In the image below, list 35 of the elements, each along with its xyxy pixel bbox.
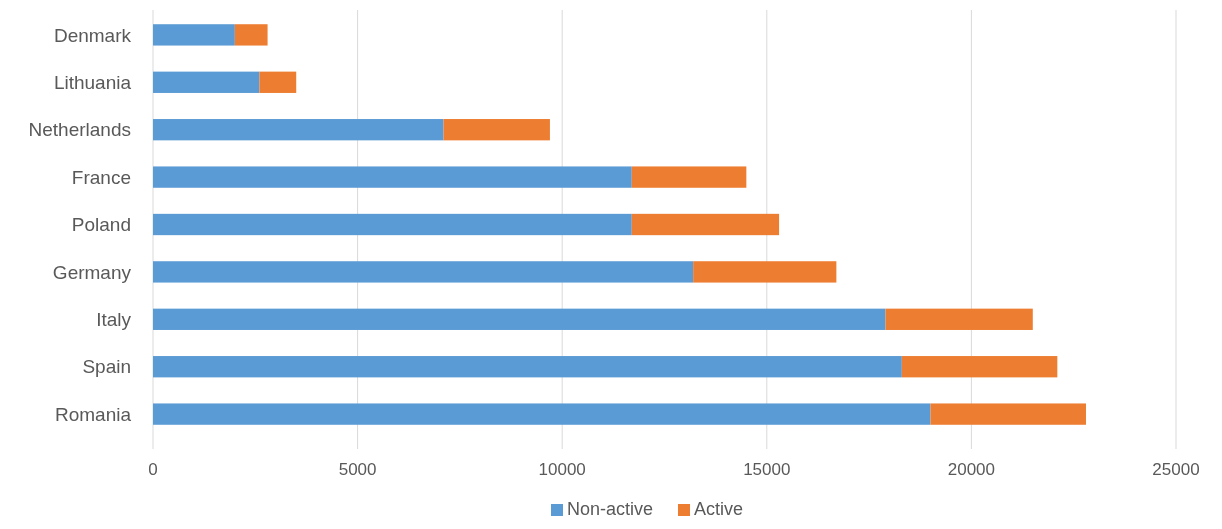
legend-label: Non-active xyxy=(567,499,654,519)
x-tick-label: 0 xyxy=(148,460,158,479)
y-tick-label: Spain xyxy=(82,356,131,378)
bar xyxy=(234,24,268,46)
bar xyxy=(153,261,694,283)
legend-label: Active xyxy=(694,499,744,519)
x-tick-label: 5000 xyxy=(338,460,377,479)
bar xyxy=(153,24,235,46)
x-tick-label: 25000 xyxy=(1152,460,1200,479)
y-tick-label: Germany xyxy=(52,261,132,283)
y-tick-label: France xyxy=(71,166,131,188)
x-tick-label: 20000 xyxy=(947,460,996,479)
y-tick-label: Denmark xyxy=(53,24,132,46)
bar xyxy=(693,261,837,283)
bar xyxy=(631,166,747,188)
bar xyxy=(153,71,260,93)
y-tick-label: Romania xyxy=(54,403,132,425)
bar xyxy=(259,71,297,93)
x-tick-label: 10000 xyxy=(538,460,586,479)
bar xyxy=(631,213,780,236)
y-tick-label: Netherlands xyxy=(28,119,131,141)
bar xyxy=(153,213,632,236)
y-tick-label: Poland xyxy=(71,214,131,236)
bar xyxy=(153,119,444,141)
bar xyxy=(885,308,1033,330)
bar xyxy=(153,308,886,330)
bar xyxy=(153,403,931,425)
y-tick-label: Lithuania xyxy=(53,71,132,93)
bar xyxy=(901,356,1058,378)
bar xyxy=(443,119,550,141)
bar xyxy=(153,166,632,188)
bar xyxy=(153,356,902,378)
x-tick-label: 15000 xyxy=(743,460,791,479)
y-tick-label: Italy xyxy=(96,308,132,330)
bar xyxy=(930,403,1086,425)
